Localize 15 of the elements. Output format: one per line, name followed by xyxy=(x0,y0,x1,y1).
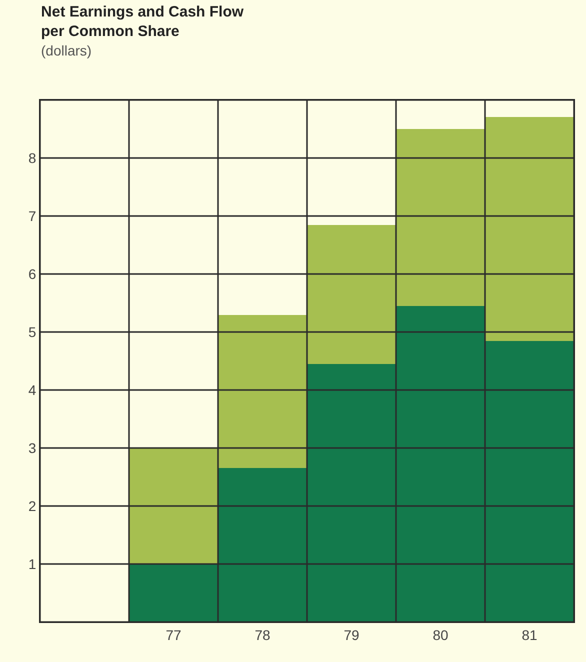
y-tick-label: 7 xyxy=(28,208,36,224)
y-tick-label: 5 xyxy=(28,324,36,340)
y-tick-label: 2 xyxy=(28,498,36,514)
x-tick-label: 81 xyxy=(522,626,538,643)
x-tick-label: 80 xyxy=(432,626,448,643)
y-tick-label: 1 xyxy=(28,556,36,572)
y-tick-label: 8 xyxy=(28,150,36,166)
x-tick-label: 78 xyxy=(254,626,270,643)
y-tick-label: 6 xyxy=(28,266,36,282)
x-tick-label: 79 xyxy=(344,626,360,643)
chart-title: Net Earnings and Cash Flow per Common Share xyxy=(41,4,244,40)
x-tick-label: 77 xyxy=(166,626,182,643)
y-tick-label: 4 xyxy=(28,382,36,398)
y-tick-label: 3 xyxy=(28,440,36,456)
chart-subtitle: (dollars) xyxy=(41,42,92,59)
